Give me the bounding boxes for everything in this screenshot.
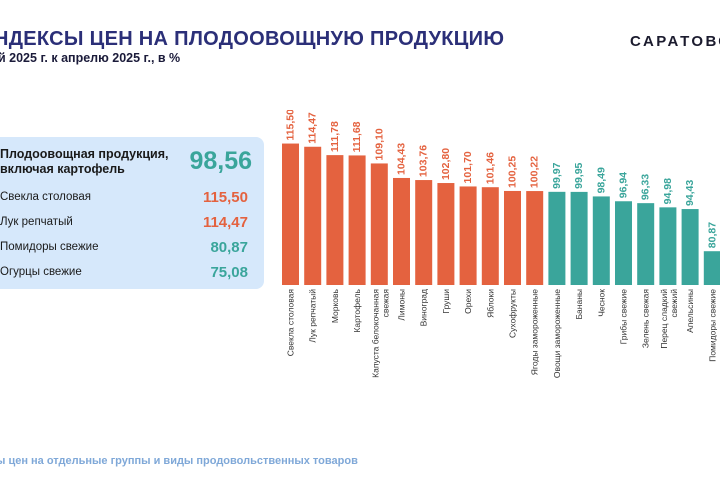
category-tick-label: Зелень свежая: [641, 289, 651, 348]
bar-value-label: 96,33: [640, 174, 652, 200]
category-tick-label: Апельсины: [685, 289, 695, 333]
bar: [481, 187, 499, 285]
category-tick-label: Капуста белокочаннаясвежая: [370, 289, 390, 378]
bar: [415, 180, 433, 285]
bar-value-label: 94,98: [662, 178, 674, 204]
summary-main-label: Плодоовощная продукция, включая картофел…: [0, 147, 169, 176]
bar-value-label: 80,87: [706, 222, 718, 248]
bar-value-label: 101,46: [484, 152, 496, 184]
bar: [304, 146, 322, 285]
summary-row: Лук репчатый 114,47: [0, 214, 250, 232]
category-tick-label: Грибы свежие: [619, 289, 629, 345]
bar: [437, 183, 455, 285]
bar: [459, 186, 477, 285]
bar: [348, 155, 366, 285]
page-title: НДЕКСЫ ЦЕН НА ПЛОДООВОЩНУЮ ПРОДУКЦИЮ: [0, 28, 505, 50]
bar-value-label: 103,76: [418, 145, 430, 177]
category-tick-label: Картофель: [352, 288, 362, 332]
summary-row-label: Лук репчатый: [0, 216, 73, 228]
summary-row-value: 75,08: [210, 264, 248, 281]
category-tick-label: Перец сладкийсвежий: [659, 289, 679, 349]
footer-link-text: ы цен на отдельные группы и виды продово…: [0, 455, 358, 467]
brand-logo-text: САРАТОВС: [630, 33, 720, 50]
category-tick-label: Яблоки: [485, 289, 495, 318]
bar: [703, 251, 720, 285]
summary-main-value: 98,56: [189, 147, 252, 175]
bar: [526, 191, 544, 285]
summary-row-label: Свекла столовая: [0, 191, 92, 203]
bar-value-label: 102,80: [440, 148, 452, 180]
summary-row: Помидоры свежие 80,87: [0, 239, 250, 257]
category-tick-label: Виноград: [419, 289, 429, 326]
category-tick-label: Морковь: [330, 288, 340, 323]
summary-row-label: Огурцы свежие: [0, 266, 82, 278]
category-tick-label: Орехи: [463, 289, 473, 314]
bar: [637, 203, 655, 285]
category-tick-label: Свекла столовая: [286, 289, 296, 357]
price-index-bar-chart: 115,50 Свекла столовая 114,47 Лук репчатый 1…: [282, 110, 720, 378]
category-tick-label: Лимоны: [397, 289, 407, 321]
bar-value-label: 99,95: [573, 162, 585, 188]
bar: [592, 196, 610, 285]
bar-value-label: 114,47: [307, 112, 319, 144]
category-tick-label: Лук репчатый: [308, 289, 318, 343]
bar-value-label: 94,43: [684, 180, 696, 206]
page-subtitle: й 2025 г. к апрелю 2025 г., в %: [0, 51, 181, 65]
bar: [615, 201, 632, 285]
bar-value-label: 111,68: [351, 121, 363, 152]
bar: [370, 163, 388, 285]
bar-value-label: 115,50: [285, 110, 297, 141]
category-tick-label: Овощи замороженные: [552, 289, 562, 378]
summary-row: Огурцы свежие 75,08: [0, 264, 250, 282]
category-tick-label: Бананы: [574, 289, 584, 320]
category-tick-label: Чеснок: [596, 289, 606, 317]
summary-panel: Плодоовощная продукция, включая картофел…: [0, 137, 264, 289]
bar: [659, 207, 677, 285]
category-tick-label: Помидоры свежие: [707, 289, 717, 362]
bar: [282, 143, 299, 285]
bar-value-label: 104,43: [396, 143, 408, 175]
summary-row-value: 114,47: [202, 214, 248, 231]
bar-value-label: 100,25: [507, 156, 519, 188]
summary-row-label: Помидоры свежие: [0, 241, 99, 253]
summary-row-value: 115,50: [202, 189, 248, 206]
bar-value-label: 96,94: [618, 172, 630, 198]
bar-value-label: 100,22: [529, 156, 541, 188]
summary-row-value: 80,87: [210, 239, 248, 256]
summary-row: Свекла столовая 115,50: [0, 189, 250, 207]
bar-value-label: 109,10: [373, 128, 385, 160]
bar-value-label: 99,97: [551, 162, 563, 188]
bar: [326, 155, 344, 285]
bar: [504, 190, 521, 285]
bar-value-label: 98,49: [595, 167, 607, 193]
bar-value-label: 111,78: [329, 121, 341, 152]
bar: [681, 209, 699, 285]
category-tick-label: Сухофрукты: [508, 289, 518, 338]
bar: [570, 191, 588, 285]
category-tick-label: Ягоды замороженные: [530, 289, 540, 375]
category-tick-label: Груши: [441, 289, 451, 314]
bar-value-label: 101,70: [462, 151, 474, 183]
bar: [548, 191, 566, 285]
bar: [393, 177, 410, 285]
